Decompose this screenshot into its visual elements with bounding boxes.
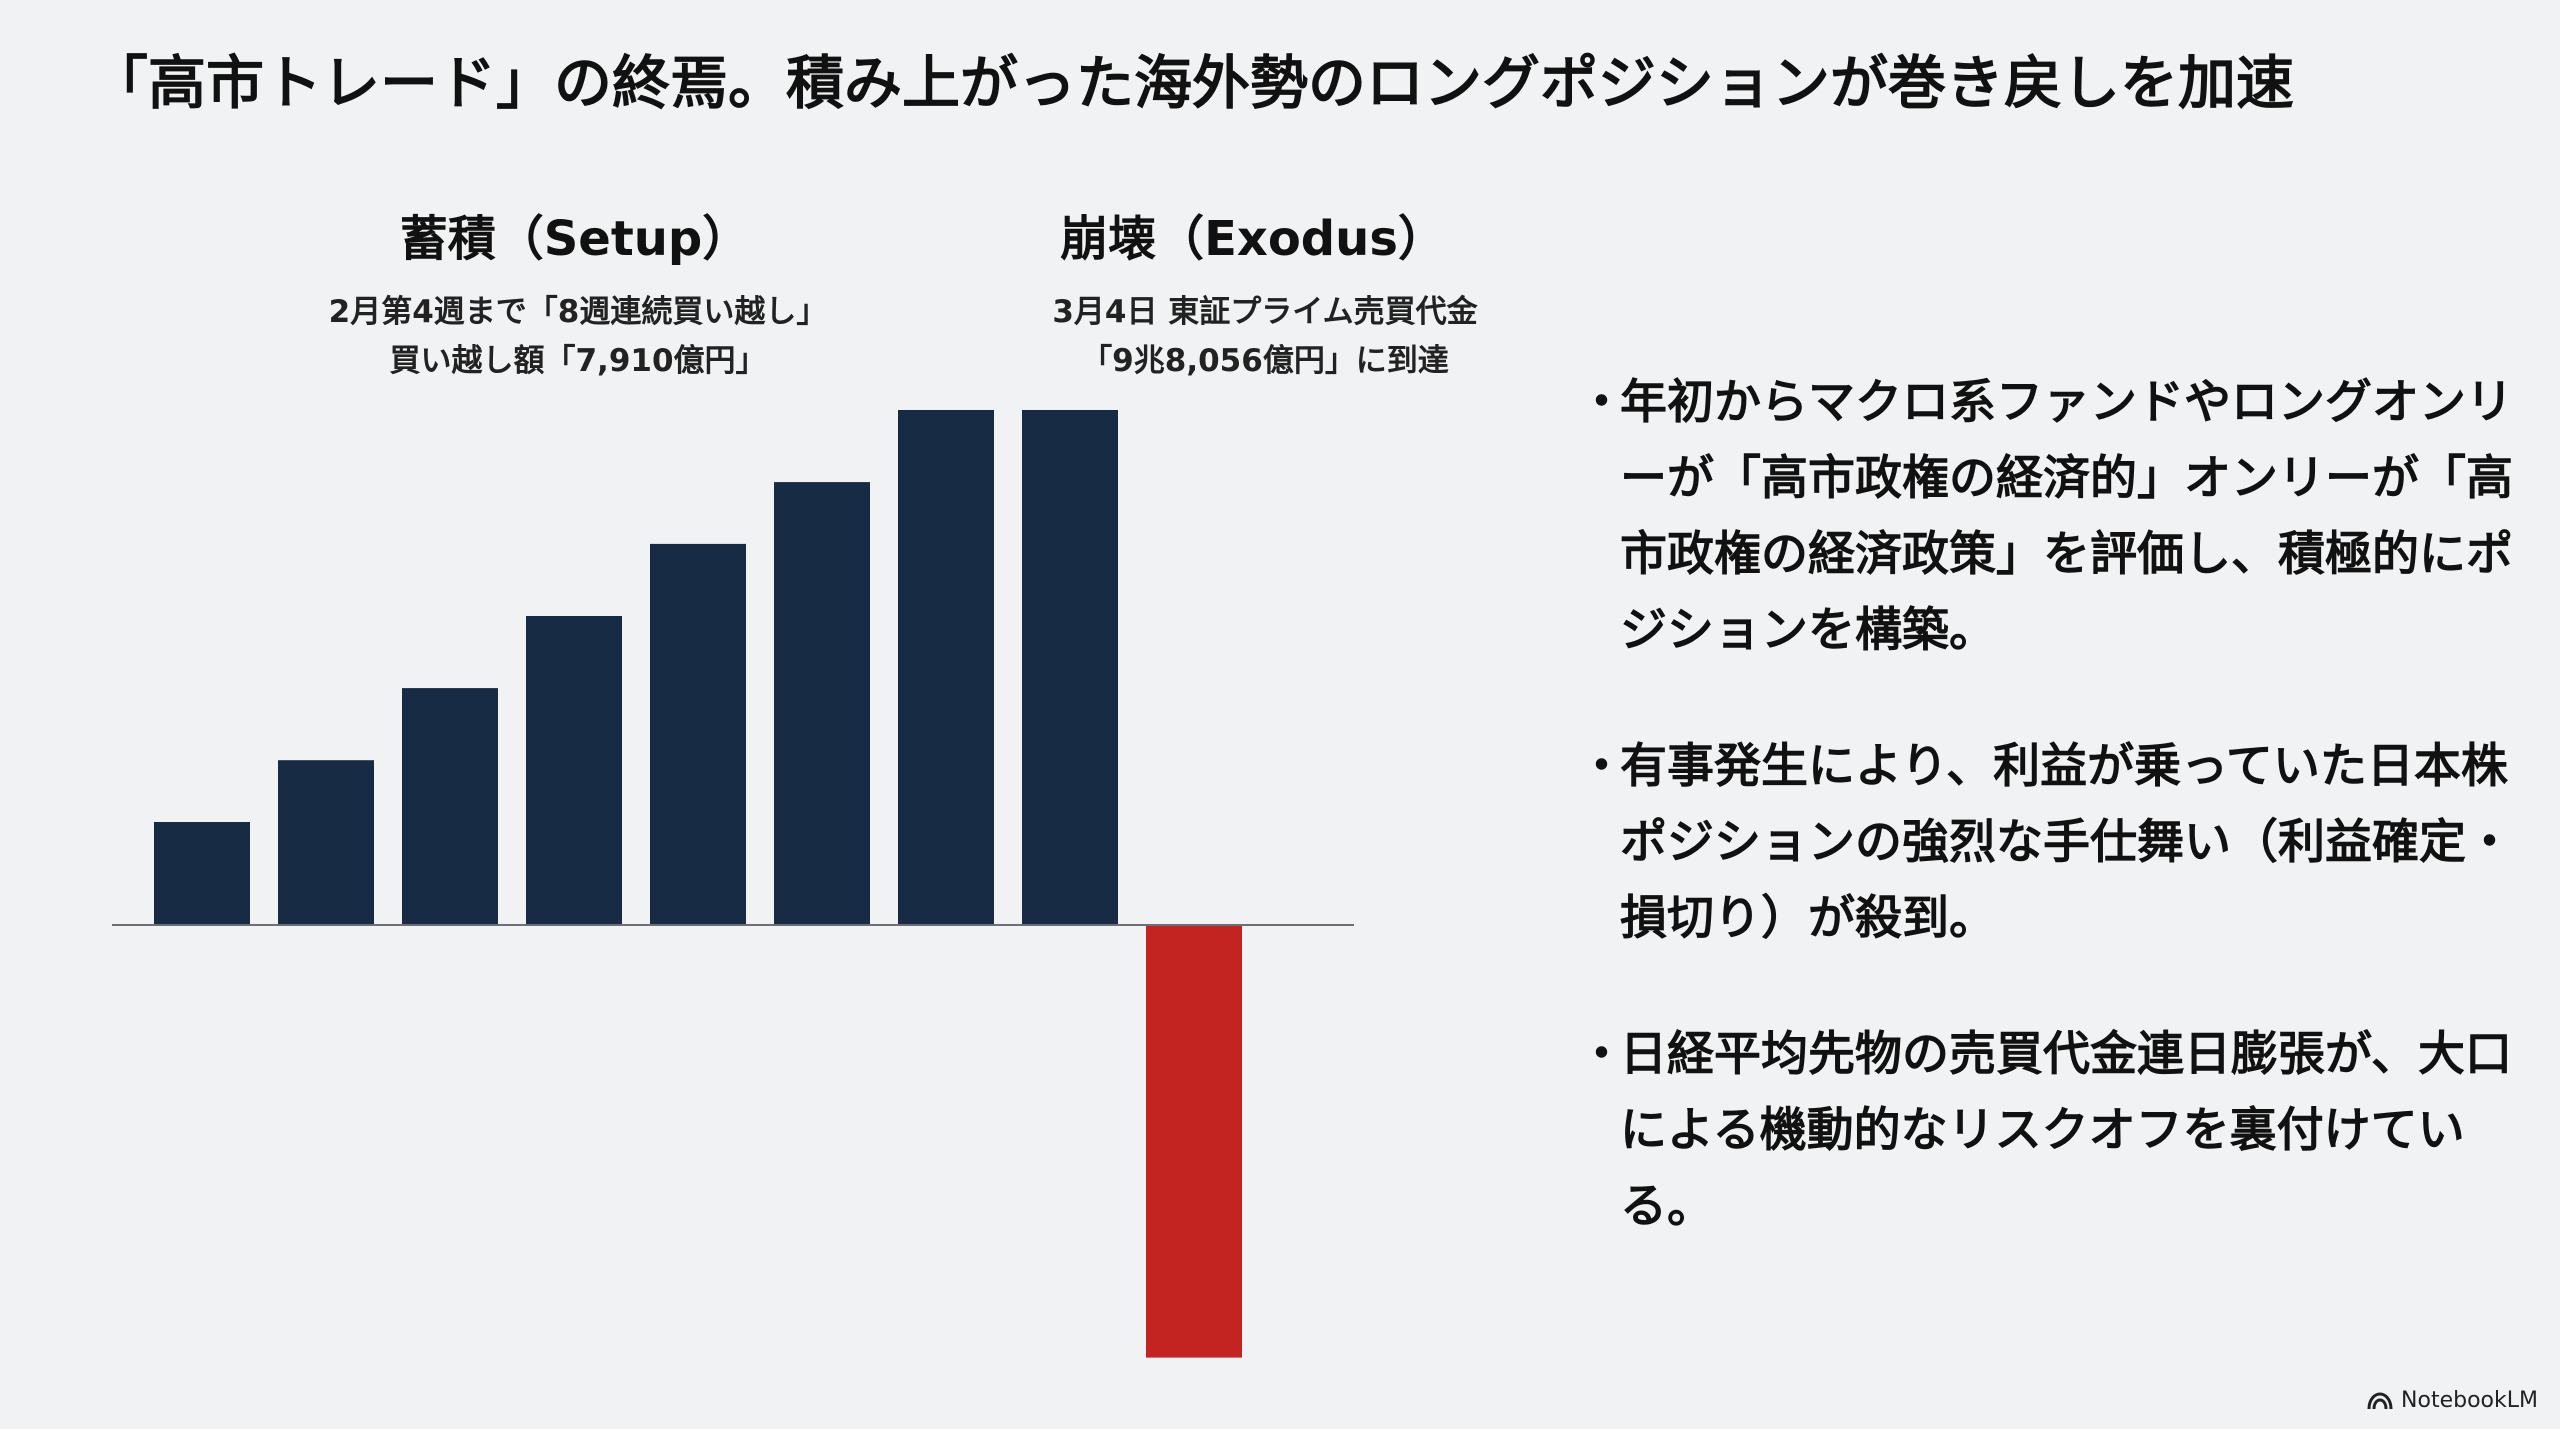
bullet-item: ・ 日経平均先物の売買代金連日膨張が、大口による機動的なリスクオフを裏付けている… bbox=[1570, 1017, 2530, 1245]
bar-positive bbox=[278, 760, 374, 925]
bullet-marker: ・ bbox=[1578, 739, 1625, 794]
bullet-item: ・ 年初からマクロ系ファンドやロングオンリーが「高市政権の経済的」オンリーが「高… bbox=[1570, 365, 2530, 669]
bar-positive bbox=[526, 616, 622, 925]
bar-positive bbox=[898, 410, 994, 925]
brand-name: NotebookLM bbox=[2401, 1388, 2538, 1413]
bullet-item: ・ 有事発生により、利益が乗っていた日本株ポジションの強烈な手仕舞い（利益確定・… bbox=[1570, 729, 2530, 957]
bullet-text: 有事発生により、利益が乗っていた日本株ポジションの強烈な手仕舞い（利益確定・損切… bbox=[1620, 739, 2513, 946]
setup-note-line-2: 買い越し額「7,910億円」 bbox=[389, 343, 766, 379]
exodus-note-line-2: 「9兆8,056億円」に到達 bbox=[1081, 343, 1449, 379]
bar-negative bbox=[1146, 925, 1242, 1358]
chart-annotations: 蓄積（Setup） 2月第4週まで「8週連続買い越し」 買い越し額「7,910億… bbox=[329, 211, 1479, 379]
bullet-text: 日経平均先物の売買代金連日膨張が、大口による機動的なリスクオフを裏付けている。 bbox=[1620, 1027, 2513, 1234]
bullet-list: ・ 年初からマクロ系ファンドやロングオンリーが「高市政権の経済的」オンリーが「高… bbox=[1570, 365, 2530, 1305]
brand-badge: NotebookLM bbox=[2367, 1388, 2538, 1413]
bars-layer bbox=[154, 410, 1242, 1358]
bullet-marker: ・ bbox=[1578, 1027, 1625, 1082]
bar-positive bbox=[1022, 410, 1118, 925]
setup-heading: 蓄積（Setup） bbox=[400, 211, 751, 267]
exodus-note-line-1: 3月4日 東証プライム売買代金 bbox=[1052, 294, 1478, 330]
bar-positive bbox=[774, 482, 870, 925]
notebooklm-logo-icon bbox=[2367, 1391, 2393, 1409]
page-title: 「高市トレード」の終焉。積み上がった海外勢のロングポジションが巻き戻しを加速 bbox=[90, 49, 2295, 117]
bar-positive bbox=[402, 688, 498, 925]
setup-note-line-1: 2月第4週まで「8週連続買い越し」 bbox=[329, 294, 828, 330]
bar-positive bbox=[650, 543, 746, 925]
bar-positive bbox=[154, 822, 250, 925]
bullet-marker: ・ bbox=[1578, 375, 1625, 430]
bar-chart: 蓄積（Setup） 2月第4週まで「8週連続買い越し」 買い越し額「7,910億… bbox=[112, 211, 1479, 1358]
bullet-text: 年初からマクロ系ファンドやロングオンリーが「高市政権の経済的」オンリーが「高市政… bbox=[1620, 375, 2513, 658]
exodus-heading: 崩壊（Exodus） bbox=[1060, 211, 1446, 267]
